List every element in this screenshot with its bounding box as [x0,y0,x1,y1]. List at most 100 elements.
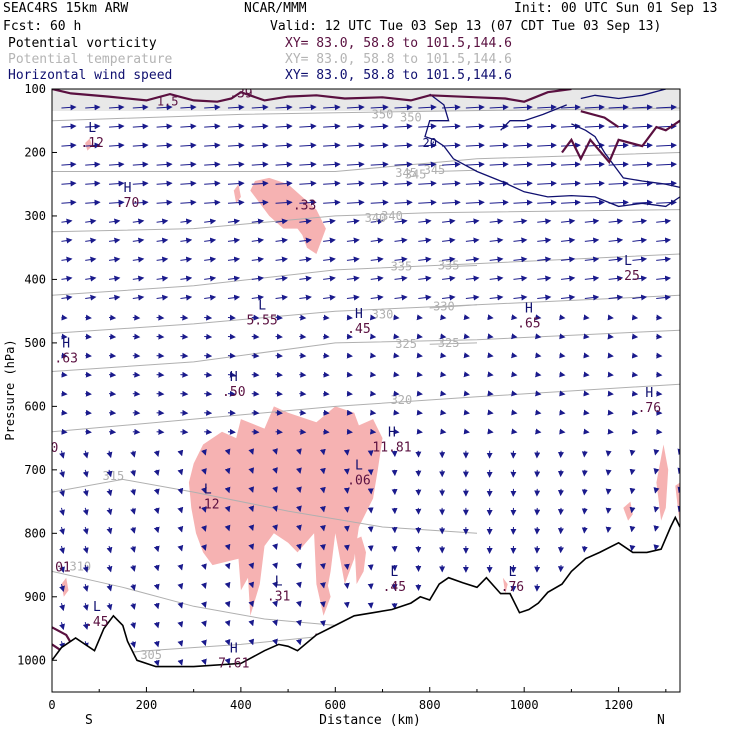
extrema-value-label: .06 [347,473,370,488]
theta-contour-label: 330 [372,307,394,321]
theta-contour-label: 305 [140,648,162,662]
wind-vector [680,183,700,184]
wind-vector [252,394,259,395]
wind-vector [347,508,348,512]
wind-vector [180,356,187,357]
wind-vector [584,527,585,533]
wind-vector [632,337,637,338]
wind-vector [585,432,589,433]
wind-vector [513,375,516,376]
wind-vector [608,508,609,513]
y-tick-label: 200 [24,145,46,159]
wind-vector [204,413,211,414]
extrema-type-label: L [355,458,363,473]
wind-vector [323,375,329,376]
wind-vector [584,470,585,476]
wind-vector [680,145,700,146]
x-axis-title: Distance (km) [319,713,421,728]
x-tick-label: 200 [136,698,158,712]
wind-vector [299,318,305,319]
y-tick-label: 600 [24,399,46,413]
wind-vector [585,356,589,357]
wind-vector [133,432,140,433]
extrema-value-label: .76 [638,401,661,416]
wind-vector [442,432,445,433]
wind-vector [537,394,540,395]
extrema-value-label: .25 [616,269,639,284]
wind-vector [180,432,187,433]
wind-vector [442,375,445,376]
wind-vector [490,318,493,319]
wind-vector [299,337,305,338]
wind-vector [85,318,91,319]
wind-vector [490,375,493,376]
wind-vector [85,356,91,357]
wind-vector [609,337,613,338]
wind-vector [418,375,422,376]
wind-vector [252,356,259,357]
wind-vector [204,318,211,319]
wind-vector [347,451,348,455]
wind-vector [442,394,445,395]
wind-vector [276,356,282,357]
wind-vector [608,527,609,532]
wind-vector [228,318,235,319]
wind-vector [276,413,282,414]
wind-vector [85,375,91,376]
wind-vector [204,432,211,433]
wind-vector [323,584,324,587]
wind-vector [442,337,445,338]
wind-vector [561,432,564,433]
extrema-value-label: .12 [196,498,219,513]
wind-vector [157,413,164,414]
wind-vector [347,527,348,531]
wind-vector [584,451,585,457]
wind-vector [395,394,399,395]
wind-vector [204,375,211,376]
extrema-type-label: L [204,483,212,498]
extrema-type-label: H [645,386,653,401]
wind-vector [585,337,589,338]
wind-vector [561,375,564,376]
extrema-type-label: H [62,337,70,352]
wind-vector [61,432,66,433]
wind-vector [466,394,469,395]
model-title: SEAC4RS 15km ARW [3,1,128,16]
wind-vector [133,337,140,338]
wind-vector [632,375,637,376]
wind-vector [466,375,469,376]
extrema-type-label: H [230,370,238,385]
wind-vector [323,546,324,549]
wind-vector [490,413,493,414]
wind-vector [85,413,91,414]
theta-contour-label: 340 [365,211,387,225]
left-endpoint-label: S [85,713,93,728]
wind-vector [561,318,564,319]
wind-vector [680,126,700,127]
wind-vector [680,375,686,376]
wind-vector [276,432,282,433]
field-name-theta: Potential temperature [8,52,173,67]
wind-vector [490,356,493,357]
wind-vector [61,413,66,414]
wind-vector [513,337,516,338]
wind-vector [442,318,445,319]
wind-vector [180,375,187,376]
wind-vector [584,508,585,514]
x-tick-label: 600 [324,698,346,712]
wind-vector [133,356,140,357]
wind-vector [323,318,329,319]
wind-vector [276,337,282,338]
wind-vector [680,202,700,203]
wind-vector [537,375,540,376]
wind-vector [371,337,376,338]
extrema-type-label: H [230,641,238,656]
extrema-value-label: 5.55 [246,314,277,329]
wind-vector [680,413,686,414]
wind-vector [299,375,305,376]
wind-vector [323,565,324,568]
x-tick-label: 1200 [604,698,633,712]
wind-vector [371,394,376,395]
wind-vector [490,337,493,338]
